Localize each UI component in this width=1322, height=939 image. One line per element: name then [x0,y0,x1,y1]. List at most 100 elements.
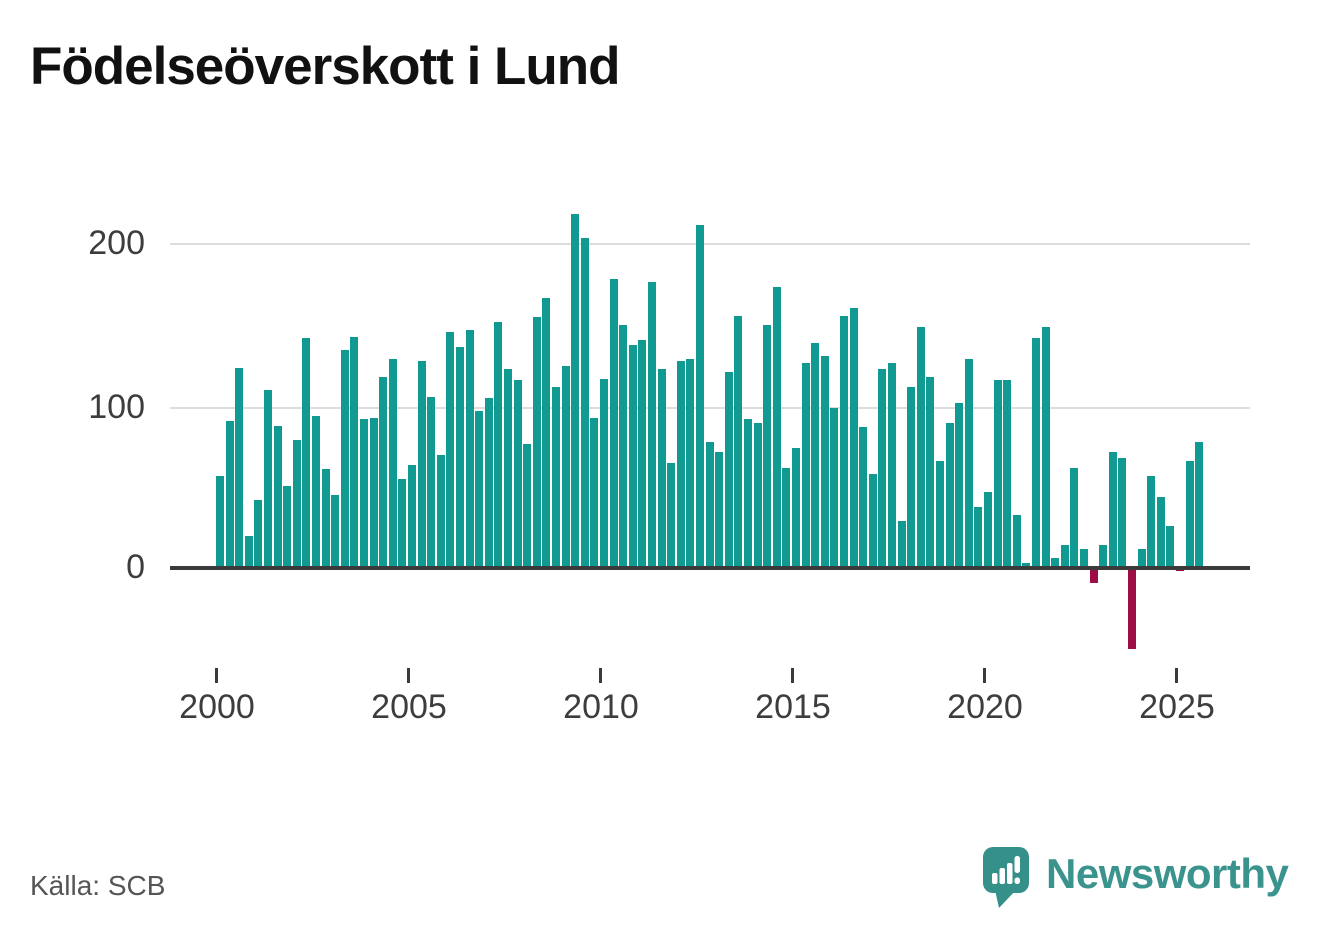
x-axis-label-2000: 2000 [179,688,255,726]
bar-2008Q4 [552,386,560,568]
bar-2005Q4 [436,454,445,568]
gridline-200 [170,243,1250,245]
x-tick-2025 [1175,668,1178,683]
bar-2004Q2 [379,377,388,568]
bar-2021Q2 [1032,338,1040,568]
bar-2003Q4 [360,419,368,568]
bar-2004Q4 [398,479,407,568]
bar-2019Q3 [964,359,973,568]
bar-2006Q2 [456,346,464,568]
bar-2014Q1 [753,422,762,568]
bar-2024Q3 [1156,496,1165,568]
y-axis-label-0: 0 [126,548,145,586]
bar-2016Q1 [830,407,839,568]
bar-2024Q2 [1147,475,1156,568]
bar-2012Q4 [705,441,714,568]
x-tick-2020 [983,668,986,683]
bar-2020Q4 [1012,514,1021,568]
bar-2007Q4 [513,380,522,568]
bar-2003Q3 [350,336,359,568]
bar-2011Q2 [648,281,656,568]
bar-2003Q1 [331,495,340,568]
bar-2013Q3 [734,315,743,568]
bar-2016Q4 [859,427,868,568]
x-tick-2005 [407,668,410,683]
bar-2021Q1 [1022,563,1031,568]
bar-2007Q2 [494,322,503,568]
x-axis-label-2005: 2005 [371,688,447,726]
bar-2015Q3 [811,343,820,568]
x-tick-2010 [599,668,602,683]
bar-2022Q4 [1089,568,1098,583]
bar-2001Q1 [254,500,263,568]
x-axis-label-2010: 2010 [563,688,639,726]
bar-2017Q4 [897,521,906,568]
bar-2000Q3 [235,367,244,568]
x-tick-2000 [215,668,218,683]
bar-2020Q2 [993,380,1002,568]
bar-2002Q1 [292,440,301,568]
bar-2013Q1 [715,451,724,568]
bar-2014Q2 [763,325,772,568]
bar-2025Q3 [1195,441,1204,568]
bar-2007Q3 [504,369,512,568]
bar-2005Q1 [408,464,416,568]
x-axis-label-2020: 2020 [947,688,1023,726]
x-axis-line [170,566,1250,570]
bar-2023Q2 [1108,451,1117,568]
bar-2008Q1 [523,443,532,568]
bar-2017Q2 [878,369,887,568]
bar-2018Q2 [916,327,925,568]
gridline-100 [170,407,1250,409]
bar-2011Q4 [667,462,676,568]
bar-2009Q1 [561,365,570,568]
bar-2023Q3 [1118,458,1127,568]
bar-2006Q1 [446,331,455,568]
bar-2011Q1 [638,340,647,568]
bar-2001Q4 [283,485,292,568]
x-axis-label-2025: 2025 [1139,688,1215,726]
newsworthy-wordmark: Newsworthy [1046,850,1289,897]
bar-2009Q2 [571,213,580,568]
bar-2016Q3 [849,307,858,568]
bar-2009Q4 [590,417,599,568]
bar-2010Q2 [609,278,618,568]
bar-2008Q2 [532,317,541,568]
bar-2022Q3 [1080,548,1088,568]
bar-2004Q1 [369,417,378,568]
bar-2016Q2 [840,315,848,568]
bar-2013Q2 [724,372,733,568]
bar-2021Q3 [1041,327,1050,568]
bar-2012Q2 [686,359,695,568]
bar-2008Q3 [542,298,551,568]
bar-2024Q1 [1137,548,1146,568]
bar-2022Q2 [1070,467,1079,568]
bar-2014Q3 [772,286,781,568]
bar-2015Q2 [801,362,810,568]
bar-2011Q3 [657,369,666,568]
x-axis-label-2015: 2015 [755,688,831,726]
bar-2010Q3 [619,325,628,568]
bar-2002Q3 [312,416,320,568]
source-note: Källa: SCB [30,870,166,901]
bar-2004Q3 [388,359,397,568]
bar-2024Q4 [1166,526,1175,568]
bar-2018Q1 [907,386,916,568]
bar-2019Q2 [955,403,964,568]
bar-2009Q3 [580,238,589,568]
bar-2007Q1 [484,398,493,568]
bar-2013Q4 [744,419,752,568]
bar-2006Q3 [465,330,474,568]
bar-2000Q1 [216,475,224,568]
bar-2005Q3 [427,396,436,568]
bar-2022Q1 [1060,545,1069,568]
bar-2021Q4 [1051,558,1060,568]
bar-2020Q3 [1003,380,1012,568]
bar-2023Q1 [1099,545,1108,568]
bar-2014Q4 [782,467,791,568]
bar-2001Q3 [273,425,282,568]
bar-2002Q2 [302,338,311,568]
newsworthy-pin-icon [983,847,1029,908]
bar-2005Q2 [417,361,426,568]
